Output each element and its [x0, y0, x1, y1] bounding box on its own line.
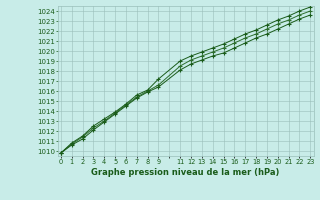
X-axis label: Graphe pression niveau de la mer (hPa): Graphe pression niveau de la mer (hPa): [92, 168, 280, 177]
